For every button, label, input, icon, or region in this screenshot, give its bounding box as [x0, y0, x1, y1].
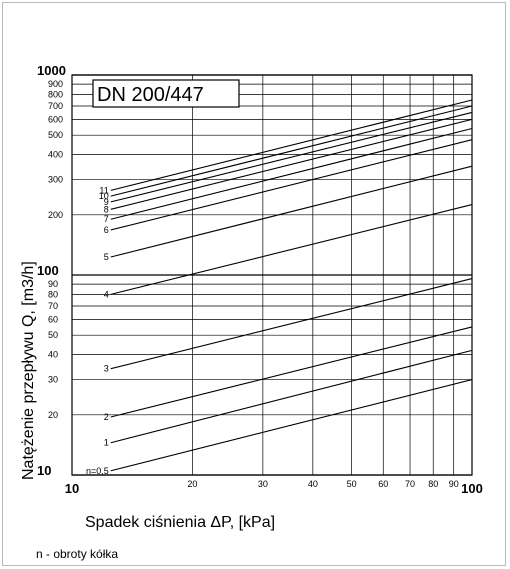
y-tick-label: 30	[48, 375, 58, 385]
chart-title: DN 200/447	[97, 84, 204, 106]
x-tick-label: 30	[258, 479, 268, 489]
series-line	[110, 111, 473, 203]
x-tick-label: 60	[378, 479, 388, 489]
series-label: 10	[99, 191, 109, 201]
y-tick-label: 100	[37, 263, 59, 278]
x-tick-label: 20	[187, 479, 197, 489]
series-line	[110, 165, 473, 258]
y-tick-label: 20	[48, 410, 58, 420]
footnote: n - obroty kółka	[36, 547, 118, 561]
y-tick-label: 800	[48, 89, 63, 99]
y-tick-label: 200	[48, 210, 63, 220]
series-label: 11	[99, 185, 108, 195]
figure-frame	[2, 2, 506, 566]
y-tick-label: 300	[48, 175, 63, 185]
series-label: 2	[104, 412, 109, 422]
y-tick-label: 50	[48, 330, 58, 340]
x-tick-label: 70	[405, 479, 415, 489]
x-tick-label: 40	[308, 479, 318, 489]
series-label: 4	[104, 289, 109, 299]
series-line	[110, 99, 473, 191]
series-line	[110, 127, 473, 220]
series-line	[110, 204, 473, 295]
y-tick-label: 90	[48, 279, 58, 289]
y-tick-label: 700	[48, 101, 63, 111]
series-label: 3	[104, 364, 109, 374]
x-tick-label: 50	[347, 479, 357, 489]
x-tick-labels: 10 20 30 40 50 60 70 80 90 100	[65, 479, 483, 496]
series-line	[110, 278, 473, 370]
grid	[71, 74, 473, 476]
x-tick-label: 10	[65, 481, 79, 496]
series-lines	[110, 99, 473, 472]
y-tick-label: 900	[48, 79, 63, 89]
y-tick-label: 70	[48, 301, 58, 311]
x-tick-label: 100	[461, 481, 483, 496]
plot-area	[71, 74, 473, 476]
series-label: 8	[104, 204, 109, 214]
y-tick-label: 600	[48, 114, 63, 124]
plot-border	[71, 74, 473, 476]
series-label: 7	[104, 214, 109, 224]
series-line	[110, 326, 473, 418]
chart-title-box: DN 200/447	[92, 79, 240, 108]
y-tick-label: 1000	[37, 63, 66, 78]
series-line	[110, 379, 473, 472]
series-label: n=0,5	[86, 466, 109, 476]
series-label: 9	[104, 197, 109, 207]
series-line	[110, 118, 473, 210]
x-axis-title: Spadek ciśnienia ΔP, [kPa]	[85, 514, 275, 531]
series-line	[110, 349, 473, 444]
series-label: 1	[104, 438, 109, 448]
series-label: 5	[104, 252, 109, 262]
y-axis-title: Natężenie przepływu Q, [m3/h]	[20, 261, 37, 480]
y-tick-label: 400	[48, 150, 63, 160]
x-tick-label: 80	[428, 479, 438, 489]
series-line	[110, 139, 473, 231]
y-tick-label: 80	[48, 289, 58, 299]
x-tick-label: 90	[449, 479, 459, 489]
y-tick-label: 60	[48, 314, 58, 324]
series-label: 6	[104, 225, 109, 235]
series-line	[110, 105, 473, 197]
y-tick-label: 500	[48, 130, 63, 140]
y-tick-label: 10	[37, 463, 51, 478]
y-tick-label: 40	[48, 350, 58, 360]
